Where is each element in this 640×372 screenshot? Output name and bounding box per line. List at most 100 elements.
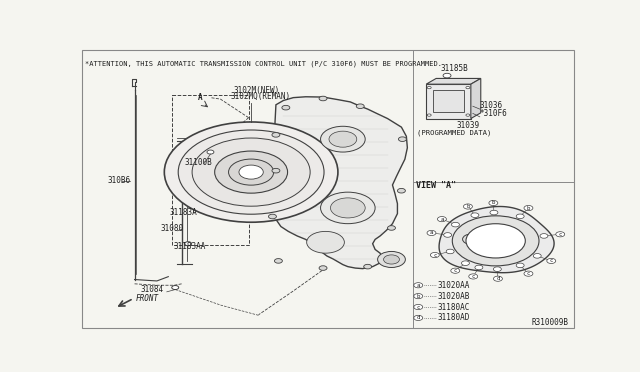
Circle shape bbox=[214, 151, 287, 193]
Text: 310B6: 310B6 bbox=[108, 176, 131, 185]
Circle shape bbox=[321, 126, 365, 152]
Circle shape bbox=[463, 234, 481, 244]
Text: c: c bbox=[454, 268, 457, 273]
Text: *310F6: *310F6 bbox=[480, 109, 508, 118]
Circle shape bbox=[192, 138, 310, 206]
Circle shape bbox=[547, 258, 556, 263]
Text: *ATTENTION, THIS AUTOMATIC TRANSMISSION CONTROL UNIT (P/C 310F6) MUST BE PROGRAM: *ATTENTION, THIS AUTOMATIC TRANSMISSION … bbox=[85, 60, 442, 67]
Circle shape bbox=[330, 198, 365, 218]
Text: R310009B: R310009B bbox=[531, 318, 568, 327]
Text: 31183A: 31183A bbox=[169, 208, 197, 217]
Text: A: A bbox=[198, 93, 203, 103]
Text: b: b bbox=[527, 206, 530, 211]
Circle shape bbox=[444, 232, 452, 237]
Circle shape bbox=[452, 216, 539, 266]
Text: b: b bbox=[417, 294, 420, 299]
Circle shape bbox=[319, 96, 327, 101]
Circle shape bbox=[524, 205, 533, 211]
Circle shape bbox=[461, 261, 469, 266]
Text: 31180AD: 31180AD bbox=[437, 313, 470, 323]
Circle shape bbox=[414, 304, 423, 310]
Circle shape bbox=[388, 226, 396, 230]
Circle shape bbox=[319, 266, 327, 270]
Text: 31180AC: 31180AC bbox=[437, 302, 470, 311]
Circle shape bbox=[466, 224, 525, 258]
Circle shape bbox=[414, 283, 423, 288]
Circle shape bbox=[556, 232, 564, 237]
Circle shape bbox=[493, 276, 502, 281]
Polygon shape bbox=[271, 97, 408, 269]
Circle shape bbox=[397, 189, 405, 193]
Circle shape bbox=[307, 231, 344, 253]
Circle shape bbox=[272, 132, 280, 137]
Text: 31084: 31084 bbox=[141, 285, 164, 294]
Text: 31020AA: 31020AA bbox=[437, 281, 470, 290]
Text: 31039: 31039 bbox=[457, 121, 480, 130]
Circle shape bbox=[272, 169, 280, 173]
Circle shape bbox=[524, 271, 533, 276]
Circle shape bbox=[443, 73, 451, 78]
Bar bbox=[426, 84, 471, 119]
Circle shape bbox=[321, 192, 375, 224]
Text: 31185B: 31185B bbox=[440, 64, 468, 73]
Bar bbox=[172, 95, 248, 245]
Polygon shape bbox=[426, 78, 481, 84]
Text: (PROGRAMMED DATA): (PROGRAMMED DATA) bbox=[417, 129, 492, 135]
Circle shape bbox=[178, 130, 324, 214]
Text: c: c bbox=[433, 253, 436, 257]
Polygon shape bbox=[439, 206, 554, 273]
Circle shape bbox=[282, 105, 290, 110]
Text: d: d bbox=[417, 315, 420, 320]
Text: 31080: 31080 bbox=[161, 224, 184, 233]
Text: 31036: 31036 bbox=[480, 101, 503, 110]
Circle shape bbox=[364, 264, 372, 269]
Text: a: a bbox=[440, 217, 444, 222]
Circle shape bbox=[356, 104, 364, 109]
Circle shape bbox=[414, 315, 423, 321]
Circle shape bbox=[378, 251, 405, 267]
Text: c: c bbox=[550, 259, 553, 263]
Text: d: d bbox=[496, 276, 500, 281]
Circle shape bbox=[493, 267, 501, 272]
Circle shape bbox=[451, 222, 460, 227]
Text: 3102MQ(REMAN): 3102MQ(REMAN) bbox=[230, 92, 291, 101]
Circle shape bbox=[239, 165, 263, 179]
Circle shape bbox=[164, 122, 338, 222]
Circle shape bbox=[438, 217, 446, 222]
Circle shape bbox=[451, 268, 460, 273]
Circle shape bbox=[533, 254, 541, 258]
Circle shape bbox=[428, 86, 431, 89]
Text: b: b bbox=[466, 204, 470, 209]
Text: FRONT: FRONT bbox=[136, 294, 159, 303]
Circle shape bbox=[490, 210, 498, 215]
Circle shape bbox=[516, 263, 524, 268]
Circle shape bbox=[189, 205, 196, 208]
Circle shape bbox=[269, 214, 276, 219]
Circle shape bbox=[489, 201, 498, 206]
Text: c: c bbox=[417, 305, 420, 310]
Circle shape bbox=[207, 150, 214, 154]
Circle shape bbox=[468, 274, 477, 279]
Bar bbox=[433, 90, 464, 112]
Text: b: b bbox=[492, 201, 495, 205]
Circle shape bbox=[275, 259, 282, 263]
Circle shape bbox=[475, 265, 483, 270]
Text: VIEW "A": VIEW "A" bbox=[416, 181, 456, 190]
Circle shape bbox=[466, 86, 470, 89]
Circle shape bbox=[383, 255, 399, 264]
Circle shape bbox=[414, 294, 423, 299]
Circle shape bbox=[427, 230, 436, 235]
Circle shape bbox=[516, 214, 524, 219]
Circle shape bbox=[471, 213, 479, 218]
Text: 31183AA: 31183AA bbox=[173, 243, 205, 251]
Text: 31020AB: 31020AB bbox=[437, 292, 470, 301]
Text: 3102M(NEW): 3102M(NEW) bbox=[234, 86, 280, 95]
Text: c: c bbox=[559, 232, 562, 237]
Text: 31100B: 31100B bbox=[184, 158, 212, 167]
Text: c: c bbox=[472, 274, 475, 279]
Circle shape bbox=[446, 249, 454, 254]
Circle shape bbox=[428, 114, 431, 116]
Circle shape bbox=[228, 159, 274, 185]
Circle shape bbox=[463, 204, 472, 209]
Circle shape bbox=[430, 253, 439, 258]
